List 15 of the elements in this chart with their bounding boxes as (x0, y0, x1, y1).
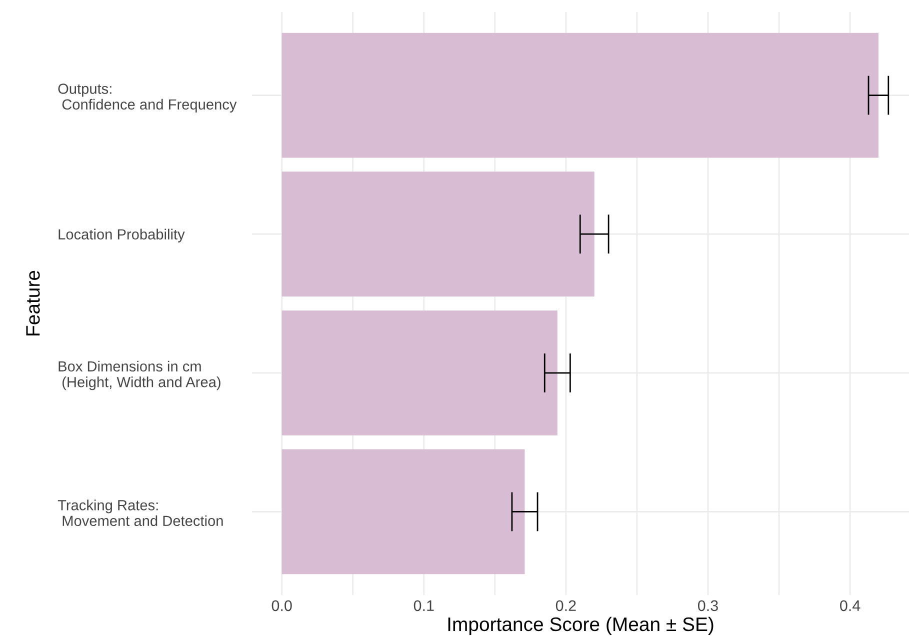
bar (282, 32, 878, 158)
y-tick-label: Location Probability (58, 228, 185, 242)
y-tick-label: Tracking Rates: Movement and Detection (58, 500, 223, 526)
bar (282, 310, 558, 436)
x-tick-label: 0.2 (556, 600, 576, 612)
y-axis-title: Feature (26, 270, 40, 336)
y-tick-label: Outputs: Confidence and Frequency (58, 84, 237, 113)
bar (282, 172, 594, 297)
x-axis-title: Importance Score (Mean ± SE) (448, 616, 714, 636)
x-tick-label: 0.3 (698, 600, 718, 612)
y-tick-label: Box Dimensions in cm (Height, Width and Area) (58, 360, 220, 390)
x-tick-label: 0.1 (414, 600, 434, 612)
x-tick-label: 0.4 (840, 600, 860, 612)
x-tick-label: 0.0 (272, 600, 292, 612)
bar (282, 449, 525, 574)
